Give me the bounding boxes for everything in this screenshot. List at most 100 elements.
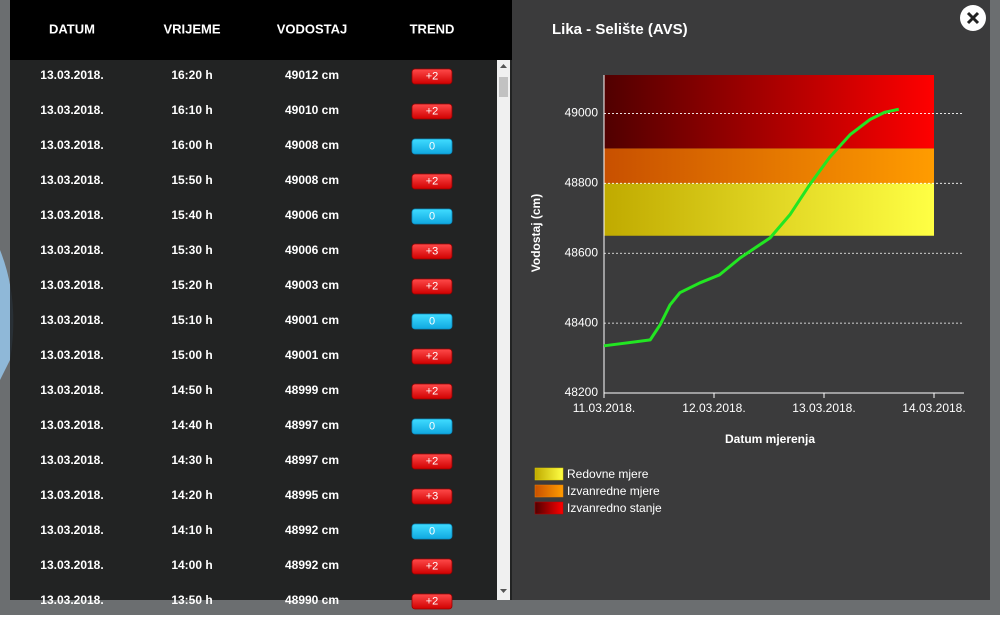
table-cell: 13.03.2018. — [40, 208, 103, 222]
scroll-thumb[interactable] — [499, 77, 508, 97]
trend-value: +2 — [426, 560, 439, 572]
trend-value: +3 — [426, 490, 439, 502]
trend-badge — [411, 418, 453, 435]
table-cell: 48992 cm — [285, 558, 339, 572]
table-cell: 13.03.2018. — [40, 558, 103, 572]
table-cell: 49006 cm — [285, 243, 339, 257]
trend-value: 0 — [429, 210, 435, 222]
column-header: VODOSTAJ — [277, 21, 348, 36]
table-cell: 14:30 h — [171, 453, 212, 467]
column-header: DATUM — [49, 21, 95, 36]
table-cell: 14:40 h — [171, 418, 212, 432]
legend-swatch — [534, 484, 564, 498]
table-cell: 49006 cm — [285, 208, 339, 222]
legend-label: Izvanredno stanje — [567, 501, 662, 515]
table-cell: 13.03.2018. — [40, 453, 103, 467]
legend-label: Izvanredne mjere — [567, 484, 660, 498]
trend-value: +2 — [426, 70, 439, 82]
trend-badge — [411, 453, 453, 470]
table-cell: 16:10 h — [171, 103, 212, 117]
table-cell: 13.03.2018. — [40, 593, 103, 607]
table-cell: 14:50 h — [171, 383, 212, 397]
trend-badge — [411, 103, 453, 120]
y-tick-label: 48400 — [565, 315, 599, 329]
trend-badge — [411, 488, 453, 505]
table-cell: 13.03.2018. — [40, 68, 103, 82]
trend-value: +2 — [426, 595, 439, 607]
trend-value: 0 — [429, 315, 435, 327]
table-cell: 48997 cm — [285, 418, 339, 432]
trend-badge — [411, 348, 453, 365]
table-cell: 49008 cm — [285, 173, 339, 187]
table-cell: 49012 cm — [285, 68, 339, 82]
trend-value: +2 — [426, 280, 439, 292]
table-panel — [10, 0, 512, 600]
trend-badge — [411, 68, 453, 85]
table-cell: 15:40 h — [171, 208, 212, 222]
chart-title: Lika - Selište (AVS) — [552, 21, 688, 38]
legend-swatch — [534, 501, 564, 515]
x-tick-label: 14.03.2018. — [902, 401, 965, 415]
trend-value: +2 — [426, 385, 439, 397]
trend-badge — [411, 243, 453, 260]
threshold-band — [604, 75, 934, 149]
trend-badge — [411, 558, 453, 575]
table-cell: 14:20 h — [171, 488, 212, 502]
scrollbar[interactable] — [497, 60, 510, 600]
table-cell: 13.03.2018. — [40, 278, 103, 292]
trend-value: +2 — [426, 455, 439, 467]
table-cell: 49003 cm — [285, 278, 339, 292]
table-cell: 16:00 h — [171, 138, 212, 152]
threshold-band — [604, 148, 934, 184]
table-cell: 48990 cm — [285, 593, 339, 607]
table-cell: 13.03.2018. — [40, 173, 103, 187]
y-axis-label: Vodostaj (cm) — [529, 194, 543, 272]
table-cell: 16:20 h — [171, 68, 212, 82]
trend-value: 0 — [429, 140, 435, 152]
table-cell: 15:30 h — [171, 243, 212, 257]
table-cell: 49001 cm — [285, 348, 339, 362]
close-icon — [966, 11, 980, 25]
trend-value: +2 — [426, 105, 439, 117]
trend-badge — [411, 383, 453, 400]
trend-value: +2 — [426, 350, 439, 362]
table-cell: 13.03.2018. — [40, 488, 103, 502]
table-cell: 14:10 h — [171, 523, 212, 537]
column-header: TREND — [410, 21, 455, 36]
column-header: VRIJEME — [163, 21, 220, 36]
table-cell: 15:50 h — [171, 173, 212, 187]
table-cell: 48997 cm — [285, 453, 339, 467]
table-cell: 15:00 h — [171, 348, 212, 362]
table-cell: 13.03.2018. — [40, 243, 103, 257]
table-cell: 13.03.2018. — [40, 523, 103, 537]
x-tick-label: 13.03.2018. — [792, 401, 855, 415]
table-cell: 13.03.2018. — [40, 418, 103, 432]
trend-badge — [411, 313, 453, 330]
table-cell: 13.03.2018. — [40, 313, 103, 327]
y-tick-label: 48200 — [565, 385, 599, 399]
y-tick-label: 48800 — [565, 176, 599, 190]
table-cell: 14:00 h — [171, 558, 212, 572]
x-axis-label: Datum mjerenja — [725, 432, 815, 446]
trend-value: 0 — [429, 420, 435, 432]
table-cell: 48999 cm — [285, 383, 339, 397]
y-tick-label: 49000 — [565, 106, 599, 120]
table-cell: 48995 cm — [285, 488, 339, 502]
table-cell: 13:50 h — [171, 593, 212, 607]
table-cell: 13.03.2018. — [40, 383, 103, 397]
table-cell: 13.03.2018. — [40, 138, 103, 152]
table-cell: 49001 cm — [285, 313, 339, 327]
level-line — [603, 107, 900, 348]
threshold-band — [604, 183, 934, 236]
table-cell: 15:10 h — [171, 313, 212, 327]
trend-badge — [411, 208, 453, 225]
x-tick-label: 11.03.2018. — [573, 401, 636, 415]
trend-badge — [411, 138, 453, 155]
table-cell: 15:20 h — [171, 278, 212, 292]
table-cell: 13.03.2018. — [40, 348, 103, 362]
y-tick-label: 48600 — [565, 245, 599, 259]
trend-badge — [411, 593, 453, 610]
trend-badge — [411, 173, 453, 190]
table-cell: 13.03.2018. — [40, 103, 103, 117]
